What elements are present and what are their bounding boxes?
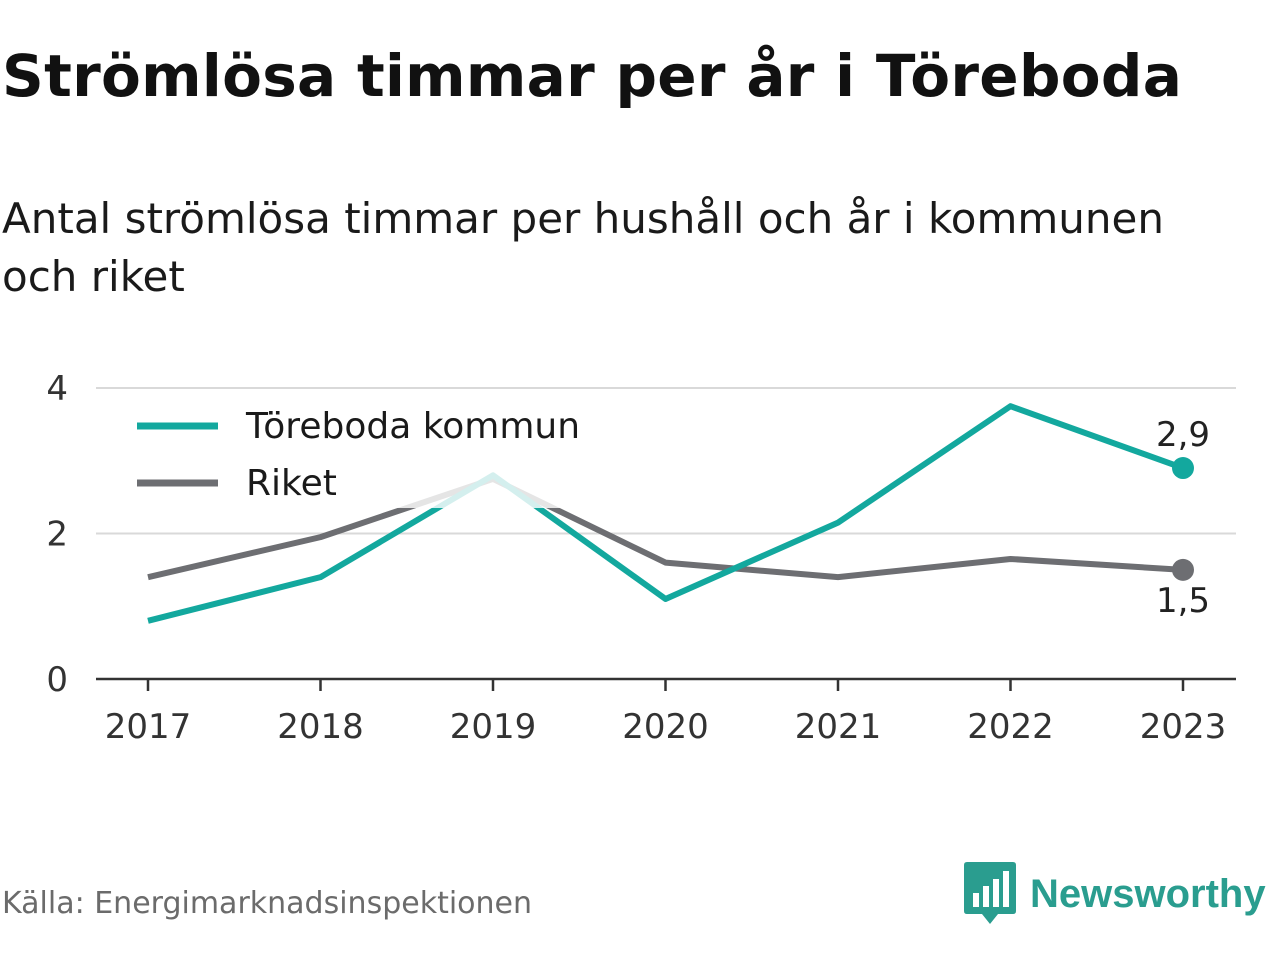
x-tick-label: 2019 xyxy=(450,707,537,747)
y-tick-label: 2 xyxy=(46,515,68,555)
series-line xyxy=(147,403,1185,624)
x-tick-label: 2023 xyxy=(1140,707,1227,747)
x-tick-label: 2022 xyxy=(967,707,1054,747)
data-label: 1,5 xyxy=(1156,581,1210,621)
chart-subtitle: Antal strömlösa timmar per hushåll och å… xyxy=(2,194,1164,301)
bar-chart-speech-bubble-icon xyxy=(964,862,1016,924)
series-end-point xyxy=(1172,457,1194,480)
x-tick-label: 2018 xyxy=(277,707,364,747)
brand-logo[interactable]: Newsworthy xyxy=(964,862,1266,926)
x-tick-label: 2020 xyxy=(622,707,709,747)
legend-label: Töreboda kommun xyxy=(245,406,580,447)
line-chart: 0 2 4 2017 2018 2019 2020 2021 2022 2023 2,9 1,5 Tör… xyxy=(46,369,1236,747)
data-label: 2,9 xyxy=(1156,415,1210,455)
y-tick-label: 0 xyxy=(46,660,68,700)
chart-title: Strömlösa timmar per år i Töreboda xyxy=(2,42,1183,110)
x-tick-label: 2017 xyxy=(105,707,192,747)
x-tick-label: 2021 xyxy=(795,707,882,747)
series-end-point xyxy=(1172,558,1194,581)
legend-background xyxy=(118,390,598,508)
brand-name: Newsworthy xyxy=(1030,871,1266,916)
legend-label: Riket xyxy=(246,463,337,504)
source-note: Källa: Energimarknadsinspektionen xyxy=(2,886,533,921)
legend: Töreboda kommun Riket xyxy=(118,390,598,508)
y-tick-label: 4 xyxy=(46,369,68,409)
series-line xyxy=(147,475,1184,581)
